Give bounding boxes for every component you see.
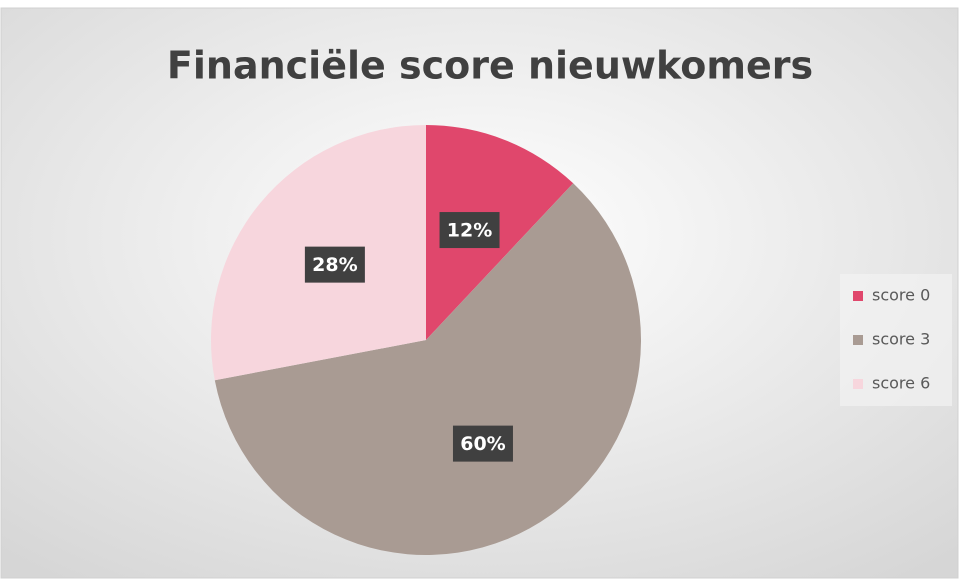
legend-swatch <box>853 335 863 345</box>
chart-title: Financiële score nieuwkomers <box>167 44 813 88</box>
legend-label: score 3 <box>872 330 930 349</box>
legend-swatch <box>853 291 863 301</box>
legend-swatch <box>853 379 863 389</box>
data-label-box <box>439 212 500 249</box>
pie-slice <box>214 183 642 555</box>
legend-label: score 0 <box>872 286 930 305</box>
data-label: 28% <box>312 254 357 276</box>
data-label-box <box>452 425 513 462</box>
legend-label: score 6 <box>872 374 930 393</box>
pie-slice <box>426 125 574 340</box>
data-label-box <box>304 246 365 283</box>
data-label: 12% <box>447 220 492 242</box>
data-label: 60% <box>460 433 505 455</box>
